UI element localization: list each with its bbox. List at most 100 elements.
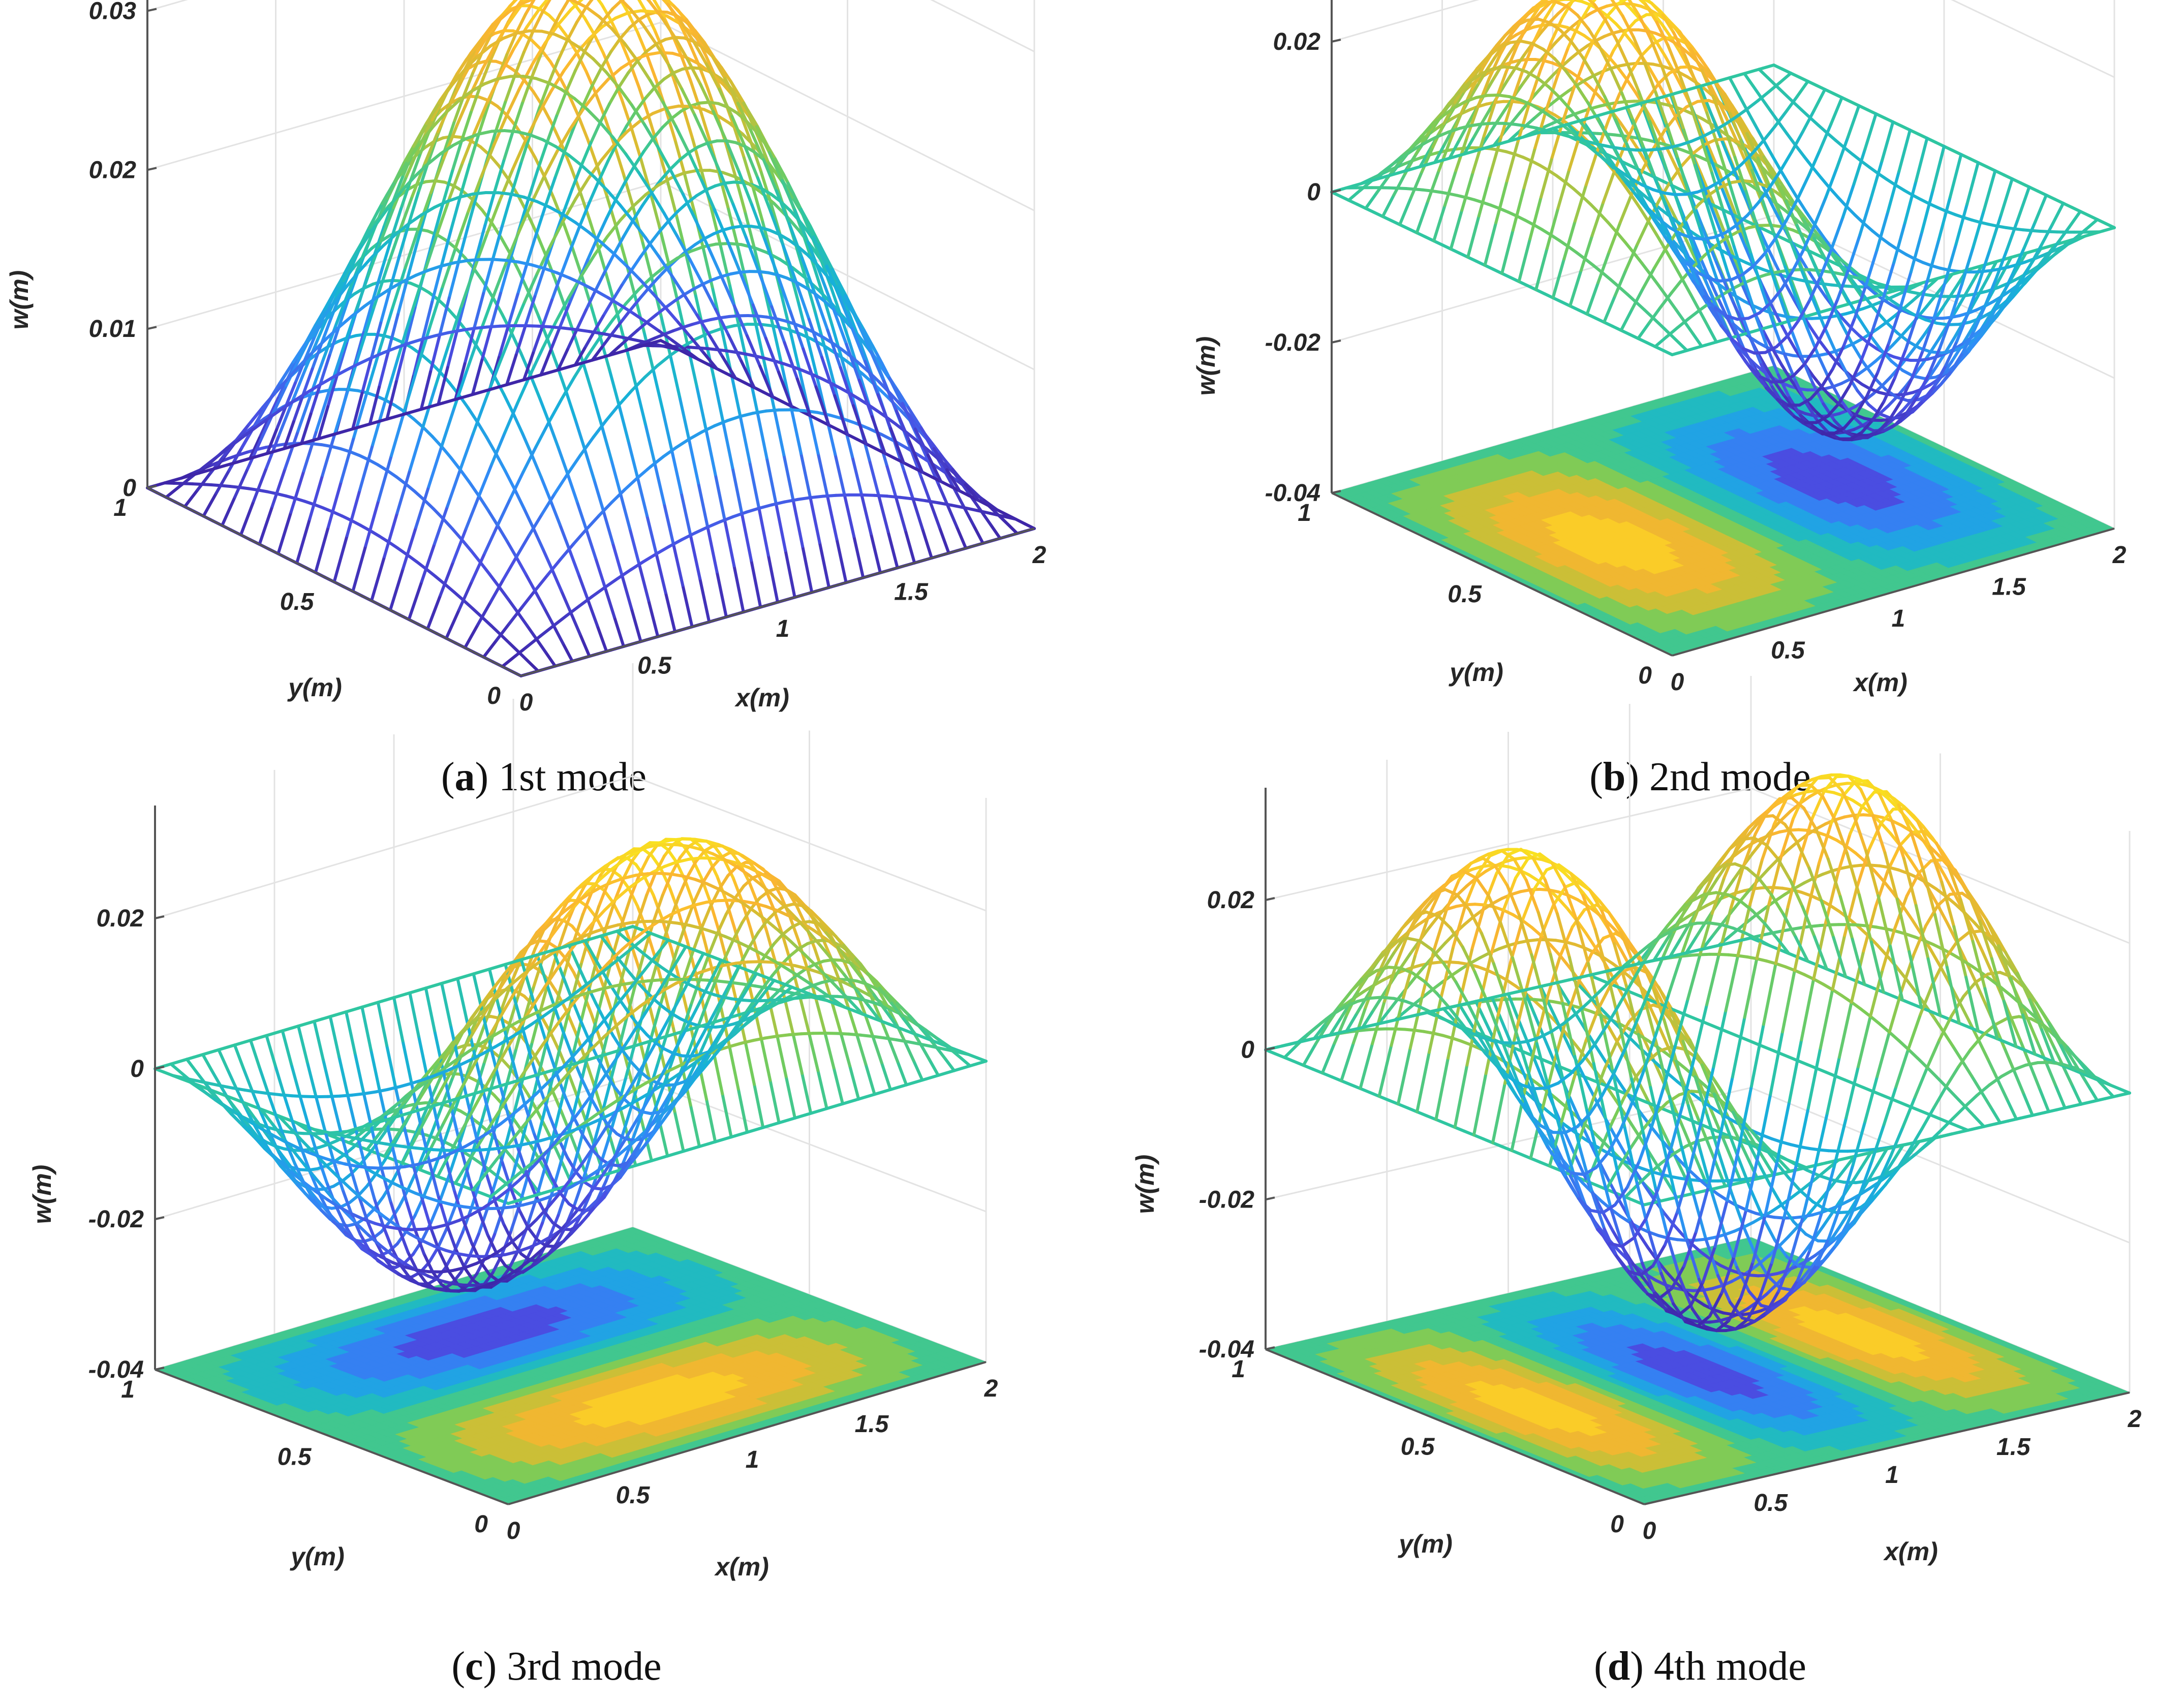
mesh-segment (241, 425, 258, 439)
mesh-segment (692, 283, 704, 291)
mesh-segment (883, 452, 896, 460)
mesh-segment (713, 419, 729, 427)
mesh-segment (524, 572, 537, 593)
caption: (a) 1st mode (441, 755, 647, 799)
mesh-segment (668, 354, 682, 398)
mesh-segment (662, 446, 678, 458)
mesh-segment (569, 611, 582, 636)
mesh-segment (857, 379, 874, 418)
mesh-segment (653, 461, 666, 505)
mesh-segment (751, 303, 767, 340)
mesh-segment (415, 325, 432, 370)
mesh-segment (694, 219, 711, 250)
mesh-segment (587, 230, 603, 244)
mesh-segment (631, 193, 648, 208)
mesh-segment (440, 406, 456, 448)
mesh-segment (301, 367, 314, 397)
mesh-segment (616, 568, 632, 580)
mesh-segment (493, 375, 506, 396)
mesh-segment (557, 23, 569, 39)
mesh-segment (216, 445, 232, 458)
mesh-segment (665, 345, 681, 352)
mesh-segment (346, 271, 359, 301)
mesh-segment (332, 534, 349, 583)
mesh-segment (773, 409, 786, 456)
mesh-segment (438, 83, 454, 105)
mesh-segment (668, 159, 681, 171)
mesh-segment (706, 520, 722, 529)
mesh-segment (537, 89, 553, 116)
mesh-segment (522, 196, 539, 203)
mesh-segment (356, 257, 372, 275)
mesh-segment (544, 651, 557, 668)
mesh-segment (1902, 300, 1914, 311)
mesh-segment (345, 488, 361, 538)
mesh-segment (421, 425, 434, 438)
mesh-segment (1534, 82, 1547, 95)
mesh-segment (727, 242, 743, 246)
mesh-segment (1643, 308, 1654, 320)
mesh-segment (477, 95, 490, 102)
mesh-segment (637, 563, 650, 602)
z-tick-label: 0 (122, 475, 136, 502)
mesh-segment (672, 4, 688, 21)
mesh-segment (337, 315, 353, 329)
mesh-segment (413, 490, 426, 502)
mesh-segment (390, 207, 403, 239)
mesh-segment (640, 239, 653, 279)
mesh-segment (1623, 240, 1635, 254)
mesh-segment (782, 244, 798, 284)
mesh-segment (351, 423, 367, 430)
mesh-segment (718, 87, 734, 118)
mesh-segment (385, 469, 398, 479)
mesh-segment (629, 255, 642, 272)
mesh-segment (642, 137, 655, 153)
mesh-segment (685, 18, 701, 38)
x-tick-label: 2 (1032, 542, 1047, 569)
mesh-segment (552, 624, 565, 645)
mesh-segment (442, 124, 458, 160)
mesh-segment (619, 38, 632, 64)
mesh-segment (514, 13, 527, 35)
mesh-segment (476, 600, 493, 627)
mesh-segment (565, 604, 581, 617)
mesh-segment (525, 7, 541, 29)
mesh-segment (561, 188, 574, 216)
mesh-segment (1609, 277, 1620, 289)
mesh-segment (505, 353, 518, 386)
mesh-segment (388, 280, 405, 291)
mesh-segment (553, 33, 569, 42)
mesh-segment (554, 145, 570, 157)
mesh-segment (426, 594, 442, 631)
mesh-segment (1677, 340, 1688, 352)
mesh-segment (535, 231, 547, 257)
mesh-segment (510, 300, 526, 335)
mesh-segment (657, 254, 673, 276)
mesh-segment (479, 561, 491, 576)
mesh-segment (601, 7, 614, 22)
mesh-segment (304, 322, 321, 344)
mesh-segment (452, 590, 465, 602)
mesh-segment (1558, 89, 1570, 99)
mesh-segment (783, 498, 799, 504)
mesh-segment (488, 573, 501, 589)
mesh-segment (384, 355, 400, 402)
mesh-segment (692, 40, 708, 66)
mesh-segment (317, 405, 329, 441)
mesh-segment (809, 496, 821, 544)
mesh-segment (413, 163, 429, 178)
mesh-segment (600, 143, 616, 162)
mesh-segment (506, 4, 522, 26)
mesh-segment (454, 394, 470, 401)
mesh-segment (542, 174, 556, 199)
mesh-segment (540, 29, 557, 36)
mesh-segment (873, 493, 889, 498)
mesh-segment (340, 514, 353, 522)
mesh-segment (762, 158, 778, 193)
mesh-segment (548, 206, 565, 216)
mesh-segment (562, 51, 578, 72)
mesh-segment (619, 309, 631, 325)
mesh-segment (836, 353, 852, 365)
mesh-segment (451, 527, 464, 541)
